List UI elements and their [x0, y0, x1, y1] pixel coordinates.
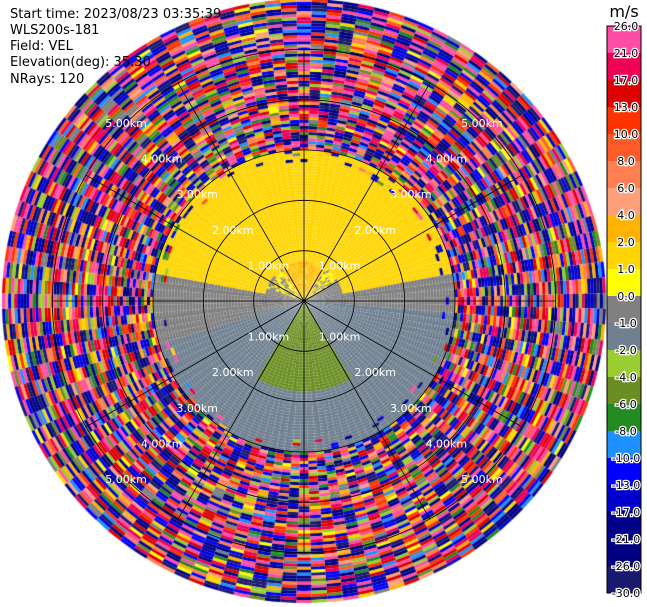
colorbar-swatch: [607, 296, 641, 324]
colorbar-tick-label: 0.0: [617, 290, 635, 303]
instrument-label: WLS200s-181: [10, 23, 100, 38]
colorbar-swatch: [607, 566, 641, 594]
colorbar-swatch: [607, 80, 641, 108]
ring-label: 4.00km: [426, 153, 468, 166]
colorbar-swatch: [607, 215, 641, 243]
ring-label: 2.00km: [354, 224, 396, 237]
colorbar-swatch: [607, 350, 641, 378]
colorbar-tick-label: 10.0: [614, 128, 639, 141]
colorbar-swatch: [607, 188, 641, 216]
colorbar-swatch: [607, 404, 641, 432]
ring-label: 2.00km: [212, 224, 254, 237]
colorbar-swatch: [607, 26, 641, 54]
nrays-label: NRays: 120: [10, 72, 85, 87]
colorbar-swatch: [607, 161, 641, 189]
colorbar-tick-label: -13.0: [612, 479, 640, 492]
colorbar-swatch: [607, 512, 641, 540]
spoke-330: [177, 82, 305, 302]
colorbar-tick-label: -26.0: [612, 560, 640, 573]
colorbar-swatch: [607, 485, 641, 513]
colorbar-tick-label: 1.0: [617, 263, 635, 276]
colorbar-tick-label: 17.0: [614, 74, 639, 87]
ring-label: 1.00km: [248, 259, 290, 272]
colorbar-swatch: [607, 377, 641, 405]
ring-label: 5.00km: [105, 473, 147, 486]
colorbar-tick-label: 26.0: [614, 20, 639, 33]
colorbar-tick-label: 13.0: [614, 101, 639, 114]
colorbar-tick-label: 4.0: [617, 209, 635, 222]
ring-label: 5.00km: [461, 473, 503, 486]
colorbar-tick-label: -4.0: [615, 371, 636, 384]
colorbar-tick-label: 6.0: [617, 182, 635, 195]
colorbar-swatch: [607, 242, 641, 270]
colorbar-swatch: [607, 269, 641, 297]
spoke-30: [303, 82, 431, 302]
colorbar-tick-label: -1.0: [615, 317, 636, 330]
colorbar-unit-label: m/s: [609, 2, 638, 21]
colorbar-tick-label: -10.0: [612, 452, 640, 465]
colorbar-swatch: [607, 431, 641, 459]
field-label: Field: VEL: [10, 39, 73, 54]
ring-label: 1.00km: [319, 331, 361, 344]
ring-label: 3.00km: [390, 188, 432, 201]
elevation-label: Elevation(deg): 35.30: [10, 55, 151, 70]
colorbar-swatch: [607, 134, 641, 162]
colorbar-swatch: [607, 323, 641, 351]
spoke-240: [85, 300, 305, 428]
ring-label: 3.00km: [176, 188, 218, 201]
colorbar-swatch: [607, 107, 641, 135]
ring-label: 1.00km: [319, 259, 361, 272]
colorbar-tick-label: 8.0: [617, 155, 635, 168]
colorbar-tick-label: -30.0: [612, 587, 640, 600]
colorbar-tick-label: -21.0: [612, 533, 640, 546]
colorbar-tick-label: -2.0: [615, 344, 636, 357]
colorbar-tick-label: 2.0: [617, 236, 635, 249]
colorbar-tick-label: -6.0: [615, 398, 636, 411]
ring-label: 2.00km: [354, 366, 396, 379]
spoke-120: [303, 300, 523, 428]
ring-label: 3.00km: [390, 402, 432, 415]
spoke-150: [303, 300, 431, 520]
start-time-label: Start time: 2023/08/23 03:35:39: [10, 7, 222, 22]
colorbar-swatch: [607, 539, 641, 567]
ring-label: 2.00km: [212, 366, 254, 379]
colorbar-tick-label: -8.0: [615, 425, 636, 438]
ring-label: 4.00km: [426, 437, 468, 450]
colorbar-swatch: [607, 458, 641, 486]
ring-label: 5.00km: [461, 117, 503, 130]
ring-label: 4.00km: [141, 153, 183, 166]
spoke-300: [85, 174, 305, 302]
spoke-210: [177, 300, 305, 520]
colorbar-tick-label: -17.0: [612, 506, 640, 519]
ring-label: 3.00km: [176, 402, 218, 415]
ring-label: 5.00km: [105, 117, 147, 130]
ring-label: 1.00km: [248, 331, 290, 344]
colorbar-tick-label: 21.0: [614, 47, 639, 60]
spoke-60: [303, 174, 523, 302]
colorbar-swatch: [607, 53, 641, 81]
ring-label: 4.00km: [141, 437, 183, 450]
colorbar-border: [606, 25, 642, 594]
